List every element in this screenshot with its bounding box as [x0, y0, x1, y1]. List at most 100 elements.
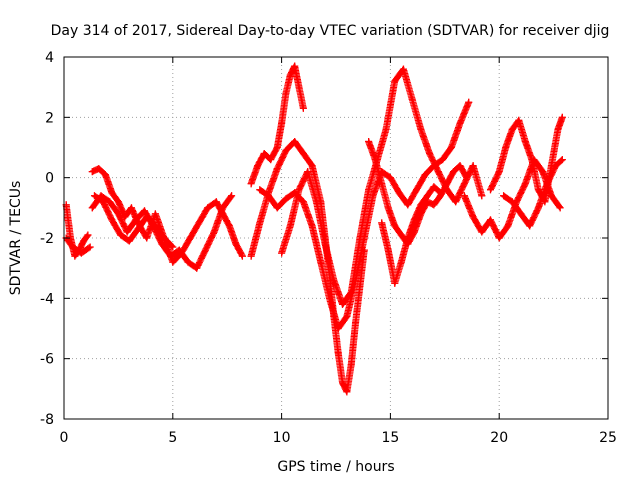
data-point — [193, 264, 201, 272]
data-point — [201, 246, 209, 254]
data-point — [500, 192, 508, 200]
data-point — [486, 216, 494, 224]
data-point — [88, 168, 96, 176]
axis-ticks: 0 5 10 15 20 25 -8 -6 -4 -2 0 2 4 — [40, 50, 617, 446]
data-point — [365, 137, 373, 145]
data-point — [395, 189, 403, 197]
data-point — [282, 89, 290, 97]
data-point — [521, 137, 529, 145]
data-point — [295, 186, 303, 194]
data-point — [304, 168, 312, 176]
data-point — [391, 222, 399, 230]
data-point — [256, 186, 264, 194]
data-point — [141, 207, 149, 215]
data-point — [343, 388, 351, 396]
data-point — [399, 65, 407, 73]
data-point — [552, 162, 560, 170]
series-markers — [487, 113, 566, 206]
chart-title: Day 314 of 2017, Sidereal Day-to-day VTE… — [51, 23, 610, 39]
data-point — [384, 246, 392, 254]
data-point — [450, 168, 458, 176]
data-point — [334, 349, 342, 357]
data-point — [195, 219, 203, 227]
data-point — [134, 225, 142, 233]
y-tick-label: -6 — [40, 352, 54, 368]
series-arc-4 — [88, 192, 236, 272]
data-point — [325, 294, 333, 302]
data-point — [127, 204, 135, 212]
data-point — [117, 231, 125, 239]
data-point — [186, 234, 194, 242]
data-point — [210, 228, 218, 236]
data-point — [212, 198, 220, 206]
data-point — [508, 125, 516, 133]
data-point — [339, 379, 347, 387]
data-point — [123, 228, 131, 236]
data-point — [88, 204, 96, 212]
data-point — [86, 243, 94, 251]
data-point — [386, 174, 394, 182]
data-point — [478, 228, 486, 236]
data-point — [452, 198, 460, 206]
data-point — [447, 144, 455, 151]
data-point — [295, 83, 303, 91]
data-point — [143, 213, 151, 221]
data-point — [347, 288, 355, 296]
data-point — [378, 219, 386, 227]
data-point — [558, 113, 566, 121]
data-point — [486, 186, 494, 194]
data-point — [384, 204, 392, 212]
data-point — [382, 125, 390, 133]
y-tick-label: 4 — [45, 50, 54, 66]
data-point — [151, 210, 159, 218]
data-point — [204, 204, 212, 212]
data-point — [397, 258, 405, 266]
data-point — [534, 186, 542, 194]
x-tick-label: 10 — [273, 430, 291, 446]
data-point — [356, 234, 364, 242]
data-point — [365, 186, 373, 194]
data-point — [254, 162, 262, 170]
data-point — [71, 252, 79, 260]
data-point — [526, 222, 534, 230]
data-point — [247, 252, 255, 260]
data-point — [80, 237, 88, 245]
data-point — [219, 204, 227, 212]
data-point — [356, 282, 364, 290]
data-point — [502, 144, 510, 151]
data-point — [299, 198, 307, 206]
data-point — [439, 156, 447, 164]
data-point — [558, 156, 566, 164]
data-point — [528, 156, 536, 164]
data-point — [108, 216, 116, 224]
data-point — [312, 198, 320, 206]
y-axis-label: SDTVAR / TECUs — [8, 181, 24, 296]
data-point — [436, 189, 444, 197]
data-point — [347, 361, 355, 369]
data-point — [158, 240, 166, 248]
data-point — [267, 156, 275, 164]
data-point — [291, 62, 299, 70]
data-point — [90, 192, 98, 200]
data-point — [273, 204, 281, 212]
data-point — [430, 201, 438, 209]
data-point — [378, 180, 386, 188]
data-point — [408, 95, 416, 103]
data-point — [556, 204, 564, 212]
data-point — [352, 318, 360, 326]
data-point — [543, 180, 551, 188]
data-point — [460, 192, 468, 200]
data-point — [151, 222, 159, 230]
data-point — [456, 162, 464, 170]
data-point — [508, 198, 516, 206]
data-point — [413, 186, 421, 194]
data-point — [478, 192, 486, 200]
data-point — [417, 125, 425, 133]
data-point — [256, 219, 264, 227]
data-point — [95, 165, 103, 173]
data-point — [417, 201, 425, 209]
data-point — [282, 195, 290, 203]
data-point — [404, 234, 412, 242]
data-point — [426, 150, 434, 158]
